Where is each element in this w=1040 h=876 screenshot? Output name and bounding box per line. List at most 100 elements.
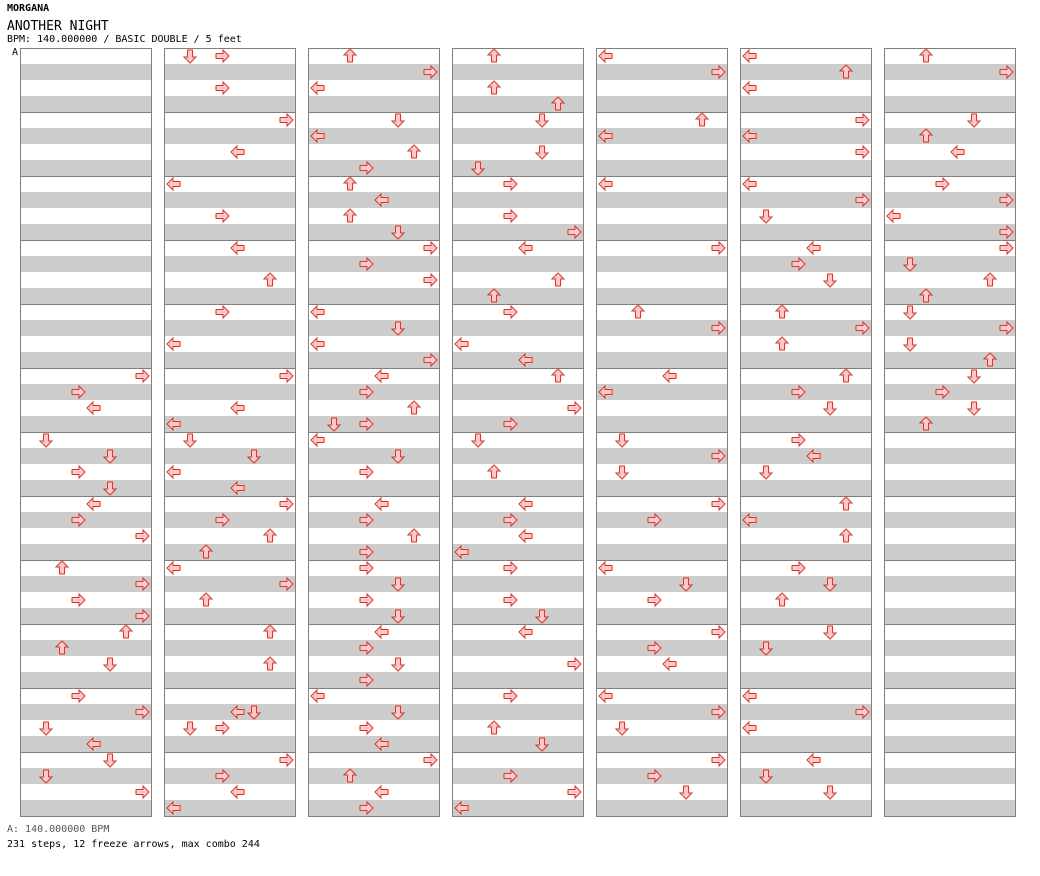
stripe [452,192,584,208]
stripe [596,320,728,336]
stripe [884,240,1016,256]
step-arrow [359,592,374,608]
stripe [20,368,152,384]
stripe [164,256,296,272]
step-arrow [54,560,70,575]
step-arrow [374,736,389,752]
stripe [596,272,728,288]
step-arrow [166,800,181,816]
stripe [308,240,440,256]
stripe [884,464,1016,480]
stripe [20,144,152,160]
stripe [20,48,152,64]
stripe [884,480,1016,496]
stripe [596,48,728,64]
stripe [884,752,1016,768]
step-arrow [550,272,566,287]
step-arrow [518,352,533,368]
stripe [884,128,1016,144]
stripe [20,704,152,720]
stripe [596,96,728,112]
step-arrow [470,161,486,176]
stripe [740,384,872,400]
stripe [20,800,152,816]
stripe [452,688,584,704]
step-arrow [838,368,854,383]
stripe [884,672,1016,688]
step-arrow [966,113,982,128]
stripe [596,432,728,448]
stripe [596,736,728,752]
stripe [452,112,584,128]
step-arrow [486,48,502,63]
step-arrow [342,48,358,63]
step-arrow [230,144,245,160]
stripe [884,208,1016,224]
step-arrow [359,160,374,176]
stripe [740,400,872,416]
stripe [596,640,728,656]
stripe [452,240,584,256]
stripe [740,752,872,768]
stripe [596,336,728,352]
step-arrow [359,384,374,400]
stripe [20,480,152,496]
stripe [596,352,728,368]
stripe [164,288,296,304]
stripe [164,608,296,624]
step-arrow [503,176,518,192]
step-arrow [742,512,757,528]
step-arrow [454,336,469,352]
step-arrow [855,112,870,128]
stripe [452,352,584,368]
stripe [20,272,152,288]
step-arrow [38,433,54,448]
stripe [884,304,1016,320]
step-arrow [470,433,486,448]
stripe [452,640,584,656]
stripe [884,640,1016,656]
step-arrow [390,113,406,128]
stripe [164,528,296,544]
stripe [164,800,296,816]
step-arrow [359,256,374,272]
column-border [884,48,1016,817]
stripe [452,160,584,176]
stripe [164,640,296,656]
stripe [884,320,1016,336]
stripe [164,208,296,224]
step-arrow [711,704,726,720]
stripe [164,512,296,528]
step-arrow [678,785,694,800]
stripe [740,448,872,464]
step-arrow [614,721,630,736]
step-arrow [711,64,726,80]
stripe [308,496,440,512]
step-arrow [423,752,438,768]
stripe [452,560,584,576]
stripe [164,384,296,400]
stripe [164,656,296,672]
step-arrow [534,609,550,624]
stripe [452,400,584,416]
stripe [164,736,296,752]
step-arrow [359,464,374,480]
stripe [884,800,1016,816]
stripe [740,704,872,720]
stripe [20,384,152,400]
stripe [308,448,440,464]
stripe [452,752,584,768]
stripe [740,176,872,192]
step-arrow [982,272,998,287]
stripe [740,656,872,672]
stripe [20,528,152,544]
step-arrow [614,433,630,448]
stripe [740,560,872,576]
step-arrow [262,656,278,671]
stripe [884,192,1016,208]
step-arrow [215,208,230,224]
stripe [740,64,872,80]
stripe [308,464,440,480]
stripe [740,544,872,560]
stripe [308,304,440,320]
